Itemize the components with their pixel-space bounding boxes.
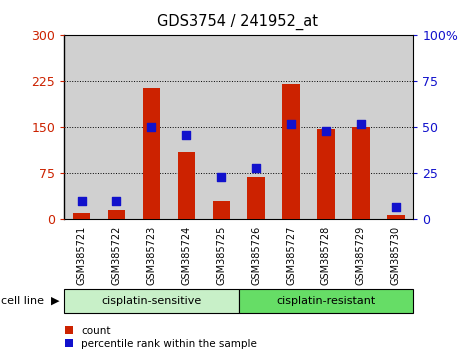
Bar [309,35,343,219]
Point [322,128,330,134]
Bar [238,289,413,313]
Point [392,204,399,210]
Bar [317,129,335,219]
Bar [379,35,413,219]
Point [357,121,365,127]
Bar [134,35,169,219]
Bar [204,35,238,219]
Bar [178,152,195,219]
Bar [343,35,379,219]
Point [252,165,260,171]
Bar [238,35,274,219]
Point [148,125,155,130]
Text: cisplatin-sensitive: cisplatin-sensitive [101,296,201,306]
Bar [274,35,309,219]
Point [78,198,86,204]
Bar [169,35,204,219]
Bar [142,87,160,219]
Point [218,174,225,180]
Bar [282,85,300,219]
Bar [212,201,230,219]
Text: cell line  ▶: cell line ▶ [1,296,59,306]
Bar [64,289,238,313]
Bar [64,35,99,219]
Text: cisplatin-resistant: cisplatin-resistant [276,296,376,306]
Text: GDS3754 / 241952_at: GDS3754 / 241952_at [157,14,318,30]
Legend: count, percentile rank within the sample: count, percentile rank within the sample [65,326,257,349]
Bar [99,35,134,219]
Bar [108,210,125,219]
Bar [352,127,370,219]
Bar [73,213,90,219]
Point [182,132,190,138]
Point [287,121,295,127]
Bar [247,177,265,219]
Point [113,198,120,204]
Bar [387,215,405,219]
